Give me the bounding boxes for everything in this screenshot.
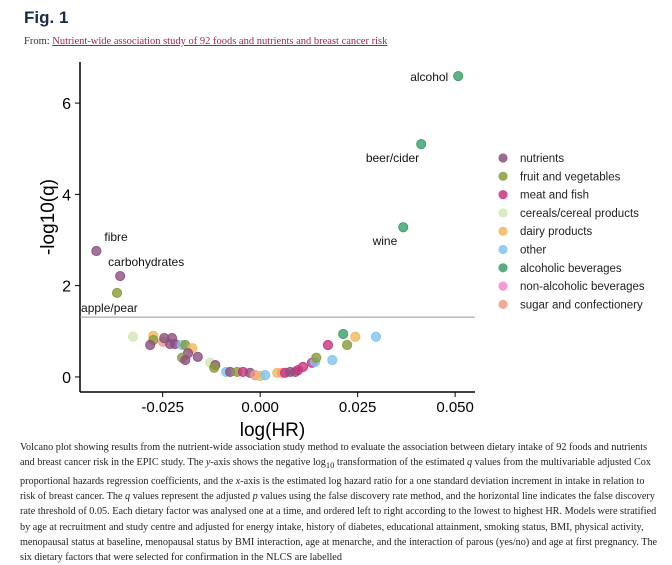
caption-segment: -axis is the estimated log hazard ratio … xyxy=(20,475,645,502)
legend-entry: non-alcoholic beverages xyxy=(520,281,645,293)
legend-swatch xyxy=(498,281,508,291)
data-point xyxy=(327,354,338,366)
data-point xyxy=(297,361,309,372)
figure-source: From: Nutrient-wide association study of… xyxy=(24,36,387,47)
caption-segment: x xyxy=(235,475,241,487)
caption-segment: 10 xyxy=(325,460,335,471)
legend-swatch xyxy=(498,153,508,163)
data-point xyxy=(91,245,102,257)
legend-swatch xyxy=(498,208,508,218)
caption-segment: p xyxy=(252,490,258,502)
x-axis-label: log(HR) xyxy=(240,420,305,440)
x-tick-label: 0.025 xyxy=(339,399,377,416)
data-point xyxy=(115,270,126,282)
data-point xyxy=(338,328,349,340)
legend-swatch xyxy=(498,171,508,181)
caption-segment: q xyxy=(125,490,131,502)
legend-entry: cereals/cereal products xyxy=(520,208,639,220)
caption-segment: q xyxy=(467,457,473,469)
data-point xyxy=(127,331,139,342)
data-point xyxy=(111,287,123,299)
y-axis-label: -log10(q) xyxy=(38,179,59,255)
caption-segment: -axis shows the negative log xyxy=(210,457,326,469)
caption-segment: Volcano plot showing results from the nu… xyxy=(20,442,648,469)
data-point xyxy=(311,352,322,363)
data-point xyxy=(342,339,353,351)
data-point xyxy=(209,362,220,373)
data-point xyxy=(350,331,361,342)
legend-swatch xyxy=(498,244,508,255)
legend-entry: fruit and vegetables xyxy=(520,171,621,183)
x-tick-label: -0.025 xyxy=(141,399,184,416)
legend-entry: sugar and confectionery xyxy=(520,299,643,311)
y-tick-label: 2 xyxy=(62,279,71,296)
data-point xyxy=(398,222,409,233)
point-label: apple/pear xyxy=(81,301,138,315)
data-point xyxy=(370,331,382,342)
point-label: carbohydrates xyxy=(108,255,184,269)
legend-swatch xyxy=(498,263,508,273)
caption-segment: transformation of the estimated xyxy=(334,457,468,469)
y-tick-label: 0 xyxy=(62,370,71,387)
legend-entry: alcoholic beverages xyxy=(520,263,622,275)
from-label: From: xyxy=(24,36,50,47)
point-label: beer/cider xyxy=(366,151,419,165)
x-tick-label: 0.000 xyxy=(241,399,279,416)
figure-title: Fig. 1 xyxy=(24,8,69,27)
legend-entry: other xyxy=(520,245,546,257)
data-point xyxy=(192,351,203,362)
data-point xyxy=(145,339,156,351)
point-label: wine xyxy=(372,234,398,248)
x-tick-label: 0.050 xyxy=(436,399,474,416)
data-point xyxy=(322,339,334,351)
point-label: fibre xyxy=(104,230,128,244)
legend-entry: dairy products xyxy=(520,226,592,238)
volcano-plot: 0 2 4 6 -0.025 0.000 0.025 0.050 log(HR) -log10(q… xyxy=(38,62,645,440)
caption-segment: y xyxy=(205,457,211,469)
source-article-link[interactable]: Nutrient-wide association study of 92 fo… xyxy=(52,36,388,47)
caption-segment: values from the multivariable adjusted C… xyxy=(20,457,651,487)
legend-entry: nutrients xyxy=(520,153,564,165)
data-point xyxy=(260,370,271,381)
y-tick-label: 4 xyxy=(62,187,71,204)
data-point xyxy=(180,354,191,366)
figure-caption: Volcano plot showing results from the nu… xyxy=(20,440,660,565)
legend-swatch xyxy=(498,190,508,200)
legend-entry: meat and fish xyxy=(520,190,589,202)
data-point xyxy=(453,71,464,82)
caption-segment: values represent the adjusted xyxy=(130,490,253,502)
data-point xyxy=(416,139,427,150)
point-label: alcohol xyxy=(410,70,448,84)
legend-swatch xyxy=(498,226,508,236)
y-tick-label: 6 xyxy=(62,96,71,113)
legend-swatch xyxy=(498,299,508,309)
